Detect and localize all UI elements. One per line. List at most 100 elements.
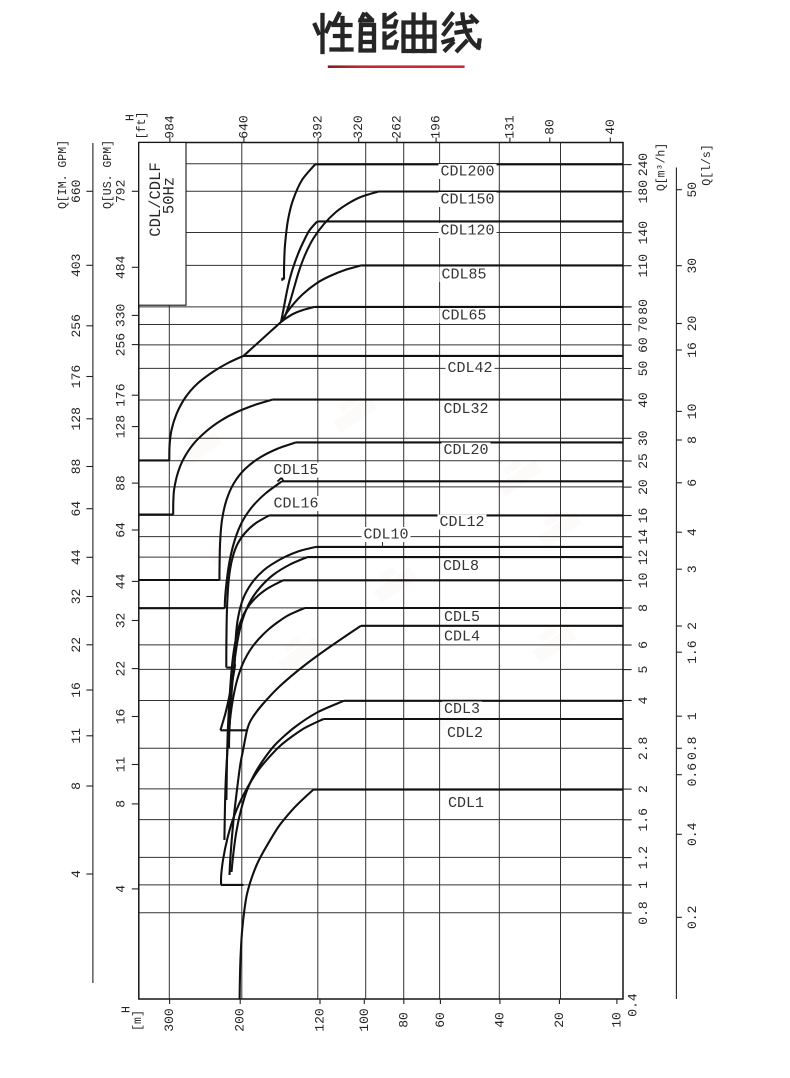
svg-text:40: 40 [636, 392, 651, 408]
svg-text:25: 25 [636, 453, 651, 469]
svg-text:6: 6 [636, 641, 651, 649]
svg-text:0.4: 0.4 [685, 822, 700, 846]
svg-text:256: 256 [69, 314, 84, 337]
svg-text:10: 10 [636, 573, 651, 589]
svg-text:16: 16 [69, 682, 84, 698]
svg-text:Q[IM. GPM]: Q[IM. GPM] [57, 140, 70, 209]
svg-text:300: 300 [162, 1008, 177, 1031]
svg-text:200: 200 [233, 1008, 248, 1031]
svg-text:50Hz: 50Hz [161, 177, 179, 214]
svg-text:10: 10 [609, 1012, 624, 1028]
svg-text:CDL20: CDL20 [443, 442, 488, 459]
svg-text:44: 44 [113, 573, 128, 589]
svg-text:50: 50 [685, 182, 700, 198]
svg-text:80: 80 [636, 299, 651, 315]
svg-text:11: 11 [69, 728, 84, 744]
svg-text:120: 120 [313, 1008, 328, 1031]
svg-text:176: 176 [113, 383, 128, 406]
svg-text:984: 984 [162, 115, 177, 139]
svg-text:CDL65: CDL65 [441, 308, 486, 325]
svg-text:140: 140 [636, 221, 651, 244]
svg-text:22: 22 [69, 637, 84, 653]
svg-text:484: 484 [113, 255, 128, 279]
svg-text:CDL150: CDL150 [440, 192, 494, 209]
svg-text:0.8: 0.8 [636, 901, 651, 924]
svg-text:CDL8: CDL8 [443, 558, 479, 575]
svg-text:CDL42: CDL42 [447, 360, 492, 377]
svg-text:88: 88 [69, 459, 84, 475]
svg-text:CDL120: CDL120 [440, 223, 494, 240]
svg-text:8: 8 [113, 800, 128, 808]
svg-text:4: 4 [636, 696, 651, 704]
svg-text:16: 16 [113, 709, 128, 725]
svg-text:110: 110 [636, 254, 651, 277]
svg-text:40: 40 [492, 1012, 507, 1028]
svg-text:CDL4: CDL4 [444, 629, 480, 646]
svg-text:[m]: [m] [132, 1010, 145, 1031]
svg-text:1.6: 1.6 [636, 808, 651, 831]
svg-text:80: 80 [542, 119, 557, 135]
svg-text:16: 16 [685, 342, 700, 358]
svg-text:Q[US. GPM]: Q[US. GPM] [102, 140, 115, 209]
svg-text:CDL32: CDL32 [443, 401, 488, 418]
svg-text:8: 8 [69, 782, 84, 790]
svg-text:CDL10: CDL10 [363, 527, 408, 544]
svg-text:2.8: 2.8 [636, 737, 651, 760]
svg-text:H: H [125, 114, 138, 121]
svg-text:H: H [121, 1006, 134, 1013]
svg-text:0.2: 0.2 [685, 906, 700, 929]
svg-text:30: 30 [685, 258, 700, 274]
svg-text:131: 131 [502, 115, 517, 139]
svg-text:CDL5: CDL5 [444, 609, 480, 626]
svg-text:320: 320 [351, 115, 366, 138]
svg-text:1.2: 1.2 [636, 846, 651, 869]
svg-text:5: 5 [636, 666, 651, 674]
svg-text:1: 1 [636, 881, 651, 889]
svg-text:[ft]: [ft] [136, 112, 149, 140]
svg-text:20: 20 [636, 479, 651, 495]
svg-text:240: 240 [636, 153, 651, 176]
svg-text:11: 11 [113, 757, 128, 773]
svg-text:32: 32 [113, 613, 128, 629]
svg-text:64: 64 [69, 501, 84, 517]
svg-text:10: 10 [685, 404, 700, 420]
svg-text:60: 60 [433, 1012, 448, 1028]
svg-text:1.6: 1.6 [685, 640, 700, 663]
svg-text:0.6: 0.6 [685, 763, 700, 786]
svg-text:8: 8 [636, 604, 651, 612]
svg-text:CDL16: CDL16 [273, 496, 318, 513]
svg-text:0.4: 0.4 [626, 993, 641, 1017]
svg-text:50: 50 [636, 361, 651, 377]
svg-text:2: 2 [685, 622, 700, 630]
svg-text:CDL200: CDL200 [440, 164, 494, 181]
svg-text:64: 64 [113, 522, 128, 538]
svg-text:60: 60 [636, 337, 651, 353]
svg-text:392: 392 [311, 115, 326, 138]
svg-text:2: 2 [636, 785, 651, 793]
svg-text:128: 128 [113, 415, 128, 438]
svg-text:1: 1 [685, 712, 700, 720]
svg-text:30: 30 [636, 430, 651, 446]
svg-text:Q[m³/h]: Q[m³/h] [656, 143, 669, 191]
svg-text:3: 3 [685, 565, 700, 573]
svg-text:4: 4 [685, 528, 700, 536]
svg-text:403: 403 [69, 254, 84, 277]
svg-text:CDL3: CDL3 [444, 701, 480, 718]
svg-text:40: 40 [603, 119, 618, 135]
svg-text:16: 16 [636, 508, 651, 524]
svg-text:196: 196 [429, 115, 444, 138]
svg-text:CDL2: CDL2 [447, 725, 483, 742]
svg-text:70: 70 [636, 317, 651, 333]
svg-text:CDL15: CDL15 [273, 462, 318, 479]
svg-text:CDL85: CDL85 [441, 267, 486, 284]
svg-text:100: 100 [357, 1008, 372, 1031]
svg-text:6: 6 [685, 479, 700, 487]
svg-text:256: 256 [113, 333, 128, 356]
svg-text:180: 180 [636, 180, 651, 203]
svg-text:CDL12: CDL12 [439, 514, 484, 531]
svg-text:12: 12 [636, 549, 651, 565]
svg-text:330: 330 [113, 304, 128, 327]
svg-text:80: 80 [396, 1012, 411, 1028]
svg-text:176: 176 [69, 365, 84, 388]
svg-text:0.8: 0.8 [685, 737, 700, 760]
